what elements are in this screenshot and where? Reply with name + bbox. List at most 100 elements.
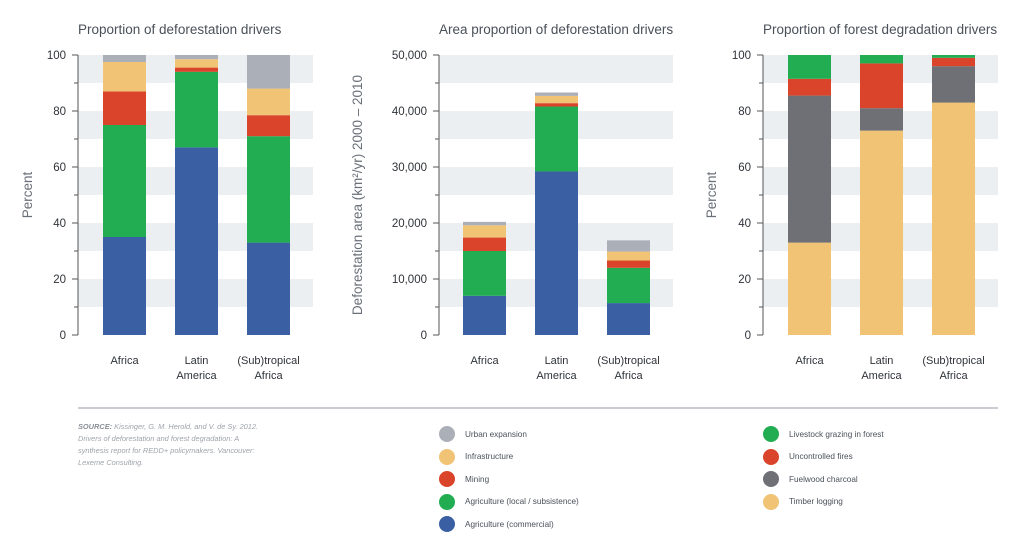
legend-item: Fuelwood charcoal (763, 468, 884, 491)
chart-title: Proportion of forest degradation drivers (763, 22, 997, 37)
y-tick-label: 40,000 (392, 106, 427, 118)
y-tick-label: 100 (47, 50, 66, 62)
y-tick-label: 30,000 (392, 162, 427, 174)
legend-swatch (439, 493, 455, 510)
bar-segment (103, 62, 146, 92)
bar-segment (607, 303, 650, 335)
x-category-line: Africa (110, 355, 139, 367)
bar-segment (607, 267, 650, 304)
bar-segment (535, 106, 578, 172)
legend-label: Fuelwood charcoal (789, 474, 858, 484)
x-category-line: Africa (470, 355, 499, 367)
bar-segment (932, 57, 975, 67)
y-tick-label: 50,000 (392, 50, 427, 62)
chart-1: Proportion of deforestation drivers 0 20 40… (20, 22, 313, 382)
legend-label: Timber logging (789, 497, 843, 507)
bar-segment (463, 237, 506, 251)
y-tick-label: 10,000 (392, 274, 427, 286)
y-tick-label: 60 (53, 162, 66, 174)
legend-label: Agriculture (local / subsistence) (465, 497, 579, 507)
y-tick-label: 20 (738, 274, 751, 286)
x-category-line: Latin (870, 355, 894, 367)
y-axis-label: Deforestation area (km²/yr) 2000 – 2010 (350, 75, 365, 315)
bar-segment (463, 221, 506, 226)
legend-item: Uncontrolled fires (763, 446, 884, 469)
legend-item: Livestock grazing in forest (763, 423, 884, 446)
legend-swatch (763, 448, 779, 465)
legend-label: Agriculture (commercial) (465, 519, 554, 529)
bar-segment (607, 260, 650, 268)
bar-segment (103, 125, 146, 237)
bar-segment (535, 103, 578, 107)
y-axis-label: Percent (20, 171, 35, 218)
bar-segment (175, 147, 218, 335)
x-category-line: America (176, 370, 217, 382)
bar-segment (247, 242, 290, 335)
bar-segment (932, 66, 975, 103)
charts-area: Proportion of deforestation drivers 0 20 40… (20, 22, 998, 382)
x-category-line: Africa (939, 370, 968, 382)
bar-segment (103, 55, 146, 62)
legend-degradation: Livestock grazing in forest Uncontrolled … (763, 423, 884, 513)
x-category-line: Latin (185, 355, 209, 367)
x-category-label: Latin America (536, 355, 577, 382)
bar-segment (175, 67, 218, 72)
legend-label: Urban expansion (465, 429, 527, 439)
x-category-label: (Sub)tropical Africa (237, 355, 299, 382)
y-tick-label: 80 (738, 106, 751, 118)
chart-3: Proportion of forest degradation drivers… (704, 22, 998, 382)
bar-segment (175, 55, 218, 60)
bar-segment (788, 95, 831, 243)
bar-segment (463, 295, 506, 335)
x-category-line: (Sub)tropical (922, 355, 984, 367)
chart-title: Proportion of deforestation drivers (78, 22, 282, 37)
legend-swatch (439, 426, 455, 443)
legend-swatch (439, 516, 455, 533)
bar-segment (932, 55, 975, 58)
x-category-label: (Sub)tropical Africa (922, 355, 984, 382)
x-category-line: (Sub)tropical (597, 355, 659, 367)
bar-segment (175, 71, 218, 148)
x-category-label: (Sub)tropical Africa (597, 355, 659, 382)
legend-swatch (439, 448, 455, 465)
legend-deforestation: Urban expansion Infrastructure Mining Agric… (439, 423, 579, 536)
y-tick-label: 40 (53, 218, 66, 230)
bar-segment (788, 242, 831, 335)
bar-segment (607, 251, 650, 261)
y-tick-label: 80 (53, 106, 66, 118)
legend-item: Mining (439, 468, 579, 491)
legend-label: Mining (465, 474, 490, 484)
x-category-line: America (861, 370, 902, 382)
legend-item: Agriculture (local / subsistence) (439, 491, 579, 514)
bar-segment (463, 251, 506, 296)
source-text: Kissinger, G. M. Herold, and V. de Sy. 2… (78, 422, 259, 467)
y-tick-label: 60 (738, 162, 751, 174)
chart-title: Area proportion of deforestation drivers (439, 22, 673, 37)
bar-segment (535, 92, 578, 96)
bar-segment (247, 55, 290, 89)
x-category-label: Latin America (176, 355, 217, 382)
bar-segment (175, 59, 218, 68)
y-tick-label: 20,000 (392, 218, 427, 230)
legend-swatch (439, 471, 455, 488)
x-category-line: America (536, 370, 577, 382)
bar-segment (860, 63, 903, 109)
x-category-label: Africa (110, 355, 139, 367)
bar-segment (103, 237, 146, 335)
legend-swatch (763, 471, 779, 488)
legend-label: Livestock grazing in forest (789, 429, 884, 439)
x-category-line: Africa (614, 370, 643, 382)
bar-segment (247, 115, 290, 137)
y-tick-label: 0 (421, 330, 427, 342)
bar-segment (607, 240, 650, 252)
bar-segment (788, 78, 831, 96)
y-tick-label: 20 (53, 274, 66, 286)
y-tick-label: 0 (745, 330, 751, 342)
chart-2: Area proportion of deforestation drivers… (350, 22, 673, 382)
legend-item: Agriculture (commercial) (439, 513, 579, 536)
source-label: SOURCE: (78, 422, 113, 431)
x-category-label: Latin America (861, 355, 902, 382)
x-category-line: Latin (545, 355, 569, 367)
legend-swatch (763, 426, 779, 443)
bar-segment (860, 55, 903, 64)
